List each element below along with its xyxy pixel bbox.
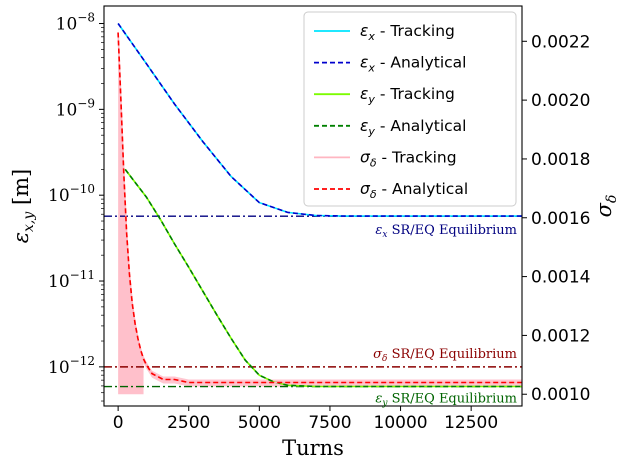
legend-sub: x — [367, 30, 375, 43]
x-tick-label-3: 7500 — [308, 413, 351, 433]
legend-sym: σ — [360, 148, 371, 166]
y-left-tick-exp: −11 — [70, 268, 95, 282]
y-right-tick-label-1: 0.0012 — [531, 326, 590, 346]
legend-sym: ε — [360, 85, 368, 103]
legend-label-2: εy - Tracking — [360, 85, 455, 106]
plot-border — [103, 5, 523, 407]
y-left-tick-label-0: 10−12 — [48, 354, 95, 378]
axis-ticks: 0 2500 5000 7500 10000 1250010−1210−1110−1010… — [48, 11, 590, 433]
y-left-tick-label-1: 10−11 — [48, 268, 95, 292]
y-left-title-sub: x,y — [21, 211, 37, 232]
legend-label-0: εx - Tracking — [360, 22, 455, 43]
series-line-1 — [117, 23, 522, 217]
y-right-tick-label-6: 0.0022 — [531, 32, 590, 52]
equilibrium-annotation-2: εy SR/EQ Equilibrium — [375, 392, 517, 409]
legend-label-4: σδ - Tracking — [360, 148, 457, 169]
y-left-tick-exp: −12 — [70, 354, 95, 368]
x-tick-label-0: 0 — [113, 413, 124, 433]
legend-sym: ε — [360, 117, 368, 135]
legend-label-3: εy - Analytical — [360, 117, 466, 138]
sigma-delta-tracking-spike — [118, 32, 144, 395]
y-left-title-sym: ε — [9, 232, 33, 243]
annotation-sym: σ — [373, 347, 383, 362]
legend-rest: - Tracking — [377, 148, 457, 166]
y-right-tick-label-0: 0.0010 — [531, 385, 590, 405]
legend-sub: δ — [370, 188, 377, 201]
legend-sub: x — [367, 62, 375, 75]
x-tick-label-1: 2500 — [167, 413, 210, 433]
legend-rest: - Analytical — [377, 180, 469, 198]
y-right-tick-label-3: 0.0016 — [531, 209, 590, 229]
y-left-tick-label-2: 10−10 — [48, 182, 95, 206]
legend-sub: δ — [370, 156, 377, 169]
y-right-title-sym: σ — [592, 202, 616, 217]
equilibrium-annotation-0: εx SR/EQ Equilibrium — [375, 223, 517, 240]
y-left-tick-base: 10 — [56, 100, 78, 120]
plot-area — [104, 23, 522, 395]
annotation-rest: SR/EQ Equilibrium — [387, 392, 517, 407]
y-left-tick-exp: −8 — [77, 11, 95, 25]
y-left-title-unit: [m] — [9, 169, 33, 212]
plot-frame — [103, 5, 523, 407]
y-right-tick-label-4: 0.0018 — [531, 150, 590, 170]
annotation-rest: SR/EQ Equilibrium — [387, 347, 517, 362]
series-line-3 — [124, 168, 522, 388]
y-left-tick-base: 10 — [48, 272, 70, 292]
y-left-tick-label-4: 10−8 — [56, 11, 95, 35]
legend-sub: y — [367, 125, 375, 138]
legend-sub: y — [367, 93, 375, 106]
legend-sym: σ — [360, 180, 371, 198]
legend-box — [303, 11, 517, 207]
x-axis-title: Turns — [282, 436, 344, 460]
y-axis-right-title: σδ — [592, 195, 620, 218]
y-left-tick-exp: −10 — [70, 182, 95, 196]
series-line-5 — [117, 32, 522, 384]
equilibrium-annotation-1: σδ SR/EQ Equilibrium — [373, 347, 517, 364]
legend-label-1: εx - Analytical — [360, 54, 466, 75]
legend-rest: - Analytical — [375, 117, 467, 135]
x-tick-label-4: 10000 — [374, 413, 428, 433]
annotation-rest: SR/EQ Equilibrium — [387, 223, 517, 238]
annotation-sub: y — [381, 399, 388, 409]
legend-rest: - Tracking — [375, 85, 455, 103]
legend-rest: - Tracking — [375, 22, 455, 40]
legend-sym: ε — [360, 54, 368, 72]
y-left-tick-base: 10 — [48, 358, 70, 378]
y-left-tick-base: 10 — [48, 186, 70, 206]
legend-rest: - Analytical — [375, 54, 467, 72]
y-axis-left-title: εx,y [m] — [9, 169, 37, 244]
x-tick-label-2: 5000 — [238, 413, 281, 433]
x-tick-label-5: 12500 — [444, 413, 498, 433]
y-left-tick-base: 10 — [56, 15, 78, 35]
legend-label-5: σδ - Analytical — [360, 180, 468, 201]
y-right-tick-label-2: 0.0014 — [531, 268, 590, 288]
annotation-sub: δ — [382, 354, 387, 364]
y-right-tick-label-5: 0.0020 — [531, 91, 590, 111]
legend-sym: ε — [360, 22, 368, 40]
y-right-title-sub: δ — [604, 195, 620, 203]
y-left-tick-exp: −9 — [77, 96, 95, 110]
y-left-tick-label-3: 10−9 — [56, 96, 95, 120]
annotation-sym: ε — [375, 392, 382, 407]
annotation-sub: x — [382, 230, 387, 240]
annotation-sym: ε — [375, 223, 382, 238]
